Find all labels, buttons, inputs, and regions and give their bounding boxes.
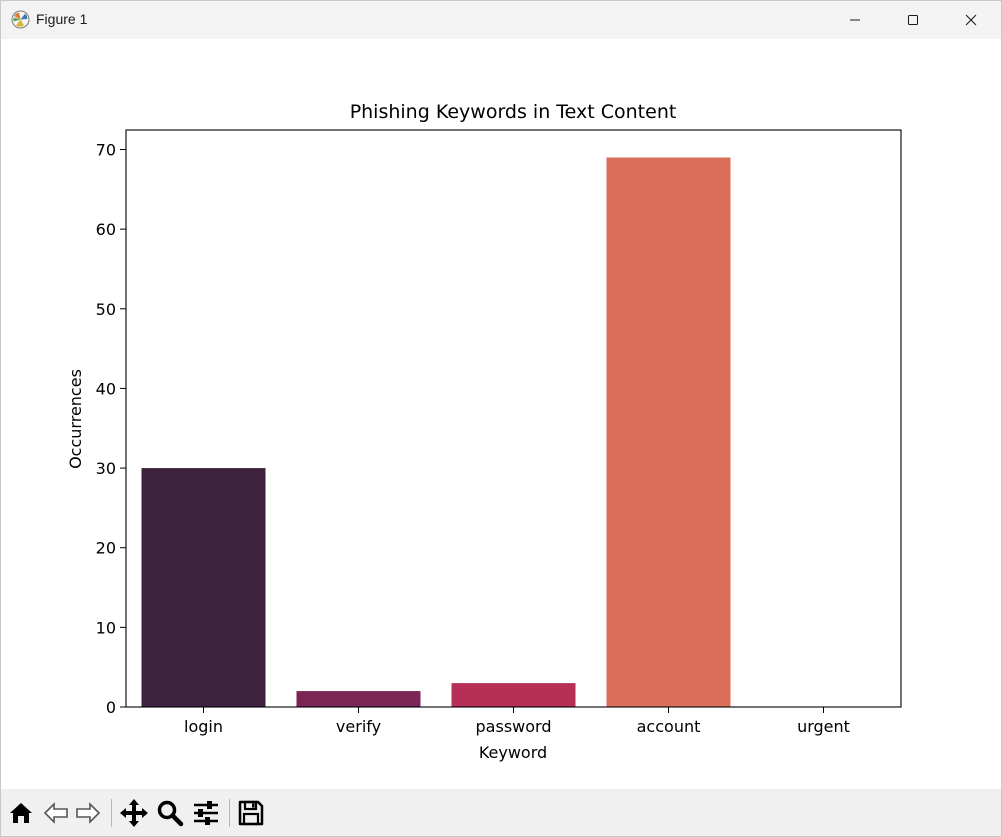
bars xyxy=(141,157,731,707)
back-button[interactable] xyxy=(40,797,72,829)
title-bar[interactable]: Figure 1 xyxy=(1,1,1001,39)
figure-canvas[interactable]: Phishing Keywords in Text Content 0 10 20 3… xyxy=(1,39,1001,789)
save-icon xyxy=(238,800,264,826)
toolbar-separator xyxy=(111,799,112,827)
home-button[interactable] xyxy=(5,797,37,829)
matplotlib-icon xyxy=(11,10,30,29)
bar-account xyxy=(606,157,731,707)
x-axis: login verify password account urgent xyxy=(184,707,850,736)
x-tick-label: verify xyxy=(336,717,381,736)
y-tick-label: 40 xyxy=(96,379,116,398)
x-tick-label: login xyxy=(184,717,223,736)
window-title: Figure 1 xyxy=(36,11,88,27)
navigation-toolbar xyxy=(1,789,1001,836)
pan-button[interactable] xyxy=(118,797,150,829)
bar-password xyxy=(451,683,576,707)
x-tick-label: password xyxy=(476,717,552,736)
y-tick-label: 0 xyxy=(106,698,116,717)
bar-login xyxy=(141,468,266,707)
y-tick-label: 70 xyxy=(96,141,116,160)
y-tick-label: 20 xyxy=(96,539,116,558)
y-axis-label: Occurrences xyxy=(66,369,85,469)
plot-frame xyxy=(125,129,902,708)
pan-icon xyxy=(120,799,148,827)
y-tick-label: 50 xyxy=(96,300,116,319)
back-icon xyxy=(43,802,68,824)
zoom-button[interactable] xyxy=(154,797,186,829)
x-axis-label: Keyword xyxy=(479,743,547,762)
save-button[interactable] xyxy=(235,797,267,829)
minimize-button[interactable] xyxy=(826,1,884,39)
x-tick-label: urgent xyxy=(797,717,850,736)
chart-title: Phishing Keywords in Text Content xyxy=(350,101,677,123)
y-tick-label: 30 xyxy=(96,459,116,478)
configure-subplots-icon xyxy=(194,801,218,825)
home-icon xyxy=(10,803,32,823)
configure-subplots-button[interactable] xyxy=(190,797,222,829)
x-tick-label: account xyxy=(637,717,701,736)
y-tick-label: 60 xyxy=(96,220,116,239)
maximize-button[interactable] xyxy=(884,1,942,39)
y-axis: 0 10 20 30 40 50 60 70 xyxy=(96,141,126,717)
y-tick-label: 10 xyxy=(96,618,116,637)
close-button[interactable] xyxy=(942,1,1000,39)
close-icon xyxy=(965,14,977,26)
bar-chart: Phishing Keywords in Text Content 0 10 20 3… xyxy=(66,101,902,762)
forward-icon xyxy=(76,802,101,824)
minimize-icon xyxy=(850,19,860,21)
forward-button[interactable] xyxy=(72,797,104,829)
maximize-icon xyxy=(908,15,918,25)
bar-verify xyxy=(296,691,421,707)
toolbar-separator xyxy=(229,799,230,827)
zoom-icon xyxy=(157,800,184,827)
